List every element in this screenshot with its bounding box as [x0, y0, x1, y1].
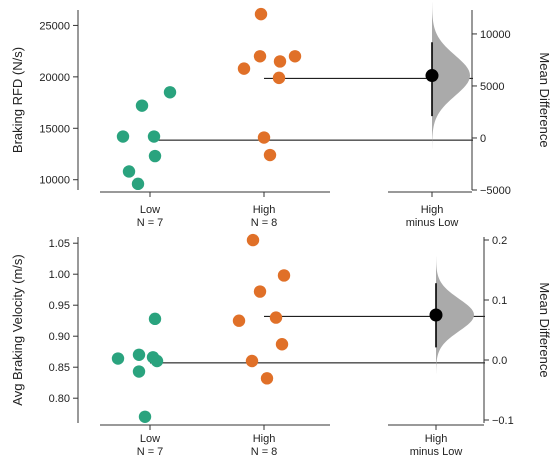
high-data-point: [232, 314, 246, 327]
high-data-point: [254, 7, 268, 21]
high-data-point: [273, 55, 287, 68]
group-n-label: N = 7: [137, 446, 164, 458]
high-data-point: [246, 233, 260, 247]
low-data-point: [138, 410, 152, 423]
low-data-point: [148, 149, 162, 163]
diff-tick-label: 0.0: [492, 355, 507, 367]
diff-tick-label: 0.2: [492, 235, 507, 247]
group-label: Low: [140, 204, 160, 216]
low-data-point: [131, 177, 145, 191]
high-data-point: [253, 285, 267, 298]
low-data-point: [163, 86, 177, 99]
bootstrap-distribution: [432, 2, 470, 149]
y-tick-label: 1.05: [49, 238, 70, 250]
low-data-point: [148, 312, 162, 326]
group-label: High: [253, 433, 276, 445]
diff-group-sublabel: minus Low: [406, 217, 459, 229]
low-data-point: [132, 348, 146, 361]
diff-tick-label: −5000: [480, 185, 511, 197]
high-data-point: [269, 311, 283, 324]
diff-tick-label: 0.1: [492, 295, 507, 307]
low-data-point: [111, 352, 125, 365]
high-data-point: [245, 354, 259, 368]
high-data-point: [260, 372, 274, 385]
y-axis-title: Braking RFD (N/s): [10, 47, 25, 153]
diff-tick-label: −0.1: [492, 415, 514, 427]
low-data-point: [147, 130, 161, 143]
low-data-point: [116, 130, 130, 143]
y-tick-label: 25000: [39, 20, 70, 32]
low-data-point: [135, 99, 149, 112]
diff-tick-label: 0: [480, 133, 486, 145]
low-data-point: [122, 165, 136, 178]
diff-axis-title: Mean Difference: [537, 52, 550, 147]
y-tick-label: 1.00: [49, 269, 70, 281]
y-tick-label: 0.95: [49, 300, 70, 312]
diff-tick-label: 10000: [480, 29, 511, 41]
high-data-point: [257, 131, 271, 144]
y-tick-label: 10000: [39, 175, 70, 187]
high-data-point: [272, 71, 286, 85]
low-data-point: [150, 354, 164, 368]
mean-difference-point: [429, 308, 443, 322]
diff-axis-title: Mean Difference: [537, 282, 550, 377]
y-tick-label: 0.90: [49, 331, 70, 343]
group-label: Low: [140, 433, 160, 445]
diff-group-label: High: [421, 204, 444, 216]
bootstrap-distribution: [436, 256, 474, 374]
y-tick-label: 0.80: [49, 393, 70, 405]
mean-difference-point: [425, 69, 439, 83]
y-tick-label: 15000: [39, 123, 70, 135]
y-tick-label: 0.85: [49, 362, 70, 374]
high-data-point: [237, 62, 251, 75]
group-label: High: [253, 204, 276, 216]
diff-group-label: High: [425, 433, 448, 445]
high-data-point: [277, 269, 291, 282]
high-data-point: [288, 50, 302, 63]
y-axis-title: Avg Braking Velocity (m/s): [10, 254, 25, 405]
diff-tick-label: 5000: [480, 81, 504, 93]
low-data-point: [132, 365, 146, 378]
high-data-point: [253, 50, 267, 63]
diff-group-sublabel: minus Low: [410, 446, 463, 458]
group-n-label: N = 8: [251, 217, 278, 229]
high-data-point: [263, 148, 277, 162]
high-data-point: [275, 338, 289, 351]
group-n-label: N = 8: [251, 446, 278, 458]
y-tick-label: 20000: [39, 72, 70, 84]
group-n-label: N = 7: [137, 217, 164, 229]
